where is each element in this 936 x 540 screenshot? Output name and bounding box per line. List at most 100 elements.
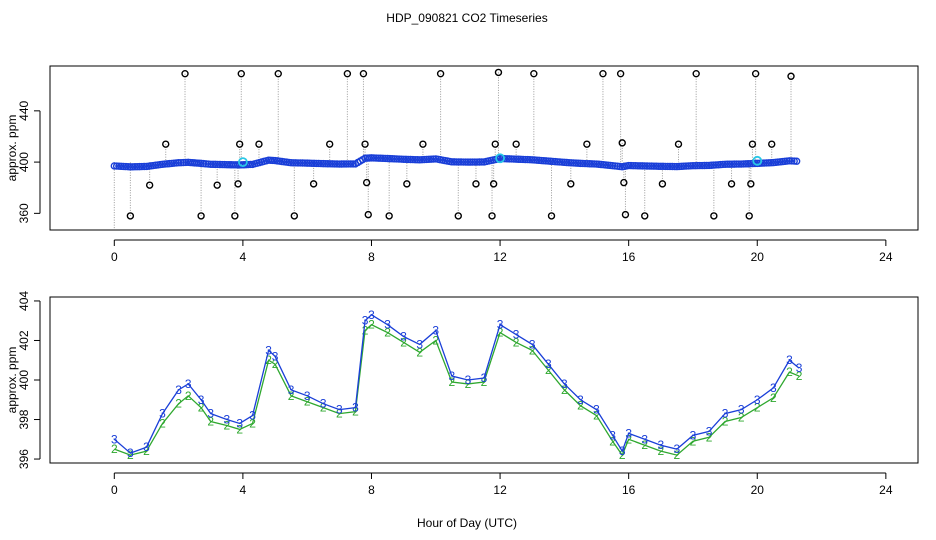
series-point-marker: 3 (754, 393, 761, 407)
series-point-marker: 2 (432, 333, 439, 347)
outlier-point (618, 139, 626, 147)
series-point-marker: 3 (449, 369, 456, 383)
x-tick-label: 20 (751, 250, 765, 264)
x-tick-label: 16 (622, 250, 636, 264)
main-point (296, 159, 304, 167)
main-point (643, 162, 651, 170)
main-point (452, 158, 461, 166)
series-point-marker: 2 (796, 369, 803, 383)
main-point (211, 160, 220, 169)
main-point (308, 159, 316, 167)
main-point (314, 159, 323, 168)
series-point-marker: 2 (481, 375, 488, 389)
x-tick-label: 24 (879, 250, 893, 264)
series-point-marker: 2 (465, 377, 472, 391)
main-point (294, 159, 302, 167)
main-point (372, 154, 380, 162)
main-point (737, 160, 745, 168)
series-point-marker: 3 (368, 308, 375, 322)
main-point (374, 154, 383, 162)
series-point-marker: 2 (497, 326, 504, 340)
main-point (399, 155, 408, 163)
y-tick-label: 400 (17, 370, 31, 390)
main-point (319, 159, 327, 168)
x-tick-label: 16 (622, 483, 636, 497)
main-point (218, 160, 226, 169)
main-point (131, 163, 139, 171)
series-point-marker: 2 (561, 383, 568, 397)
main-point (448, 158, 456, 166)
series-point-marker: 3 (738, 403, 745, 417)
series-point-marker: 2 (185, 389, 192, 403)
series-point-marker: 3 (593, 403, 600, 417)
outlier-point (658, 180, 667, 188)
series-line (114, 323, 800, 457)
main-point (654, 162, 663, 170)
x-tick-label: 12 (493, 483, 507, 497)
series-point-marker: 3 (786, 353, 793, 367)
main-point (590, 160, 598, 168)
main-point (664, 162, 672, 171)
series-point-marker: 2 (786, 365, 793, 379)
outlier-point (489, 180, 498, 188)
main-point (785, 157, 794, 165)
x-tick-label: 12 (493, 250, 507, 264)
main-point (406, 155, 415, 164)
main-point (588, 160, 596, 168)
top-y-axis-label: approx. ppm (5, 115, 19, 182)
series-point-marker: 3 (127, 446, 134, 460)
outlier-point (126, 212, 135, 220)
main-point (335, 160, 344, 168)
series-point-marker: 2 (384, 326, 391, 340)
outlier-point (362, 178, 371, 187)
main-point (337, 160, 346, 168)
series-point-marker: 3 (175, 383, 182, 397)
main-point (370, 154, 378, 162)
y-tick-label: 396 (17, 449, 31, 469)
x-tick-label: 8 (368, 483, 375, 497)
main-point (464, 158, 472, 166)
series-point-marker: 2 (722, 415, 729, 429)
outlier-point (692, 69, 700, 78)
main-point (404, 155, 412, 164)
series-point-marker: 2 (143, 444, 150, 458)
series-point-marker: 2 (690, 434, 697, 448)
outlier-point (343, 69, 352, 78)
outlier-point (145, 181, 154, 189)
main-point (661, 162, 670, 171)
series-point-marker: 2 (619, 448, 626, 462)
series-point-marker: 3 (796, 361, 803, 375)
outlier-point (436, 69, 445, 78)
outlier-point (674, 140, 683, 148)
series-point-marker: 3 (400, 330, 407, 344)
main-point (638, 162, 647, 170)
main-point (471, 158, 479, 166)
main-point (631, 162, 640, 170)
main-point (585, 160, 594, 168)
main-point (292, 159, 300, 167)
outlier-point (309, 180, 318, 188)
series-point-marker: 2 (320, 401, 327, 415)
series-point-marker: 3 (159, 407, 166, 421)
series-point-marker: 2 (223, 418, 230, 432)
x-axis-label: Hour of Day (UTC) (417, 516, 517, 530)
main-point (726, 160, 734, 168)
series-point-marker: 3 (272, 349, 279, 363)
series-point-marker: 2 (577, 399, 584, 413)
main-point (693, 161, 702, 170)
series-point-marker: 3 (416, 337, 423, 351)
series-point-marker: 2 (207, 415, 214, 429)
main-point (523, 155, 532, 164)
outlier-point (361, 140, 369, 148)
outlier-point (364, 210, 372, 219)
main-point (473, 158, 481, 166)
y-tick-label: 360 (17, 203, 31, 223)
top-y-axis: 360 400 440 (17, 101, 41, 223)
main-point (475, 158, 484, 166)
outlier-point (419, 140, 427, 148)
outlier-point (768, 140, 776, 148)
outlier-point (234, 180, 242, 188)
top-x-axis: 0 4 8 12 16 20 24 (111, 239, 893, 264)
outlier-point (620, 178, 628, 187)
series-point-marker: 2 (288, 389, 295, 403)
